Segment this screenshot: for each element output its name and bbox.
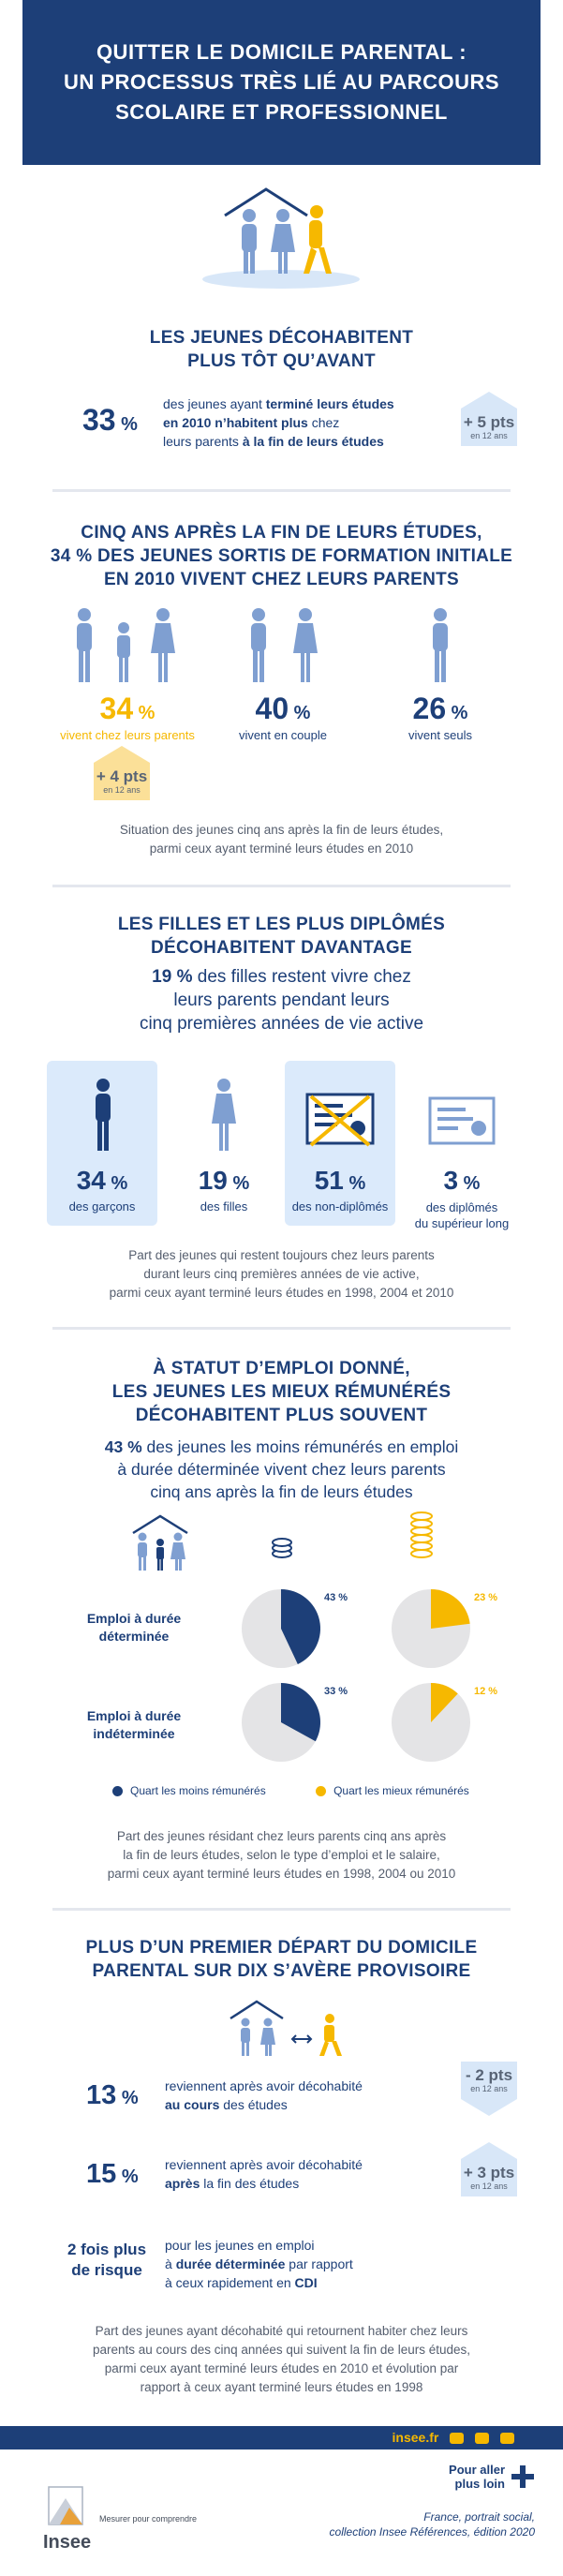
insee-site-link[interactable]: insee.fr	[392, 2430, 439, 2445]
insee-tagline: Mesurer pour comprendre	[99, 2514, 198, 2524]
section5-title: PLUS D’UN PREMIER DÉPART DU DOMICILE PARE…	[85, 1938, 478, 1981]
insee-logo-icon	[48, 2486, 83, 2525]
pie-slice	[281, 1683, 320, 1742]
family-house-icon	[202, 187, 360, 289]
footer-bar: insee.fr	[0, 2426, 563, 2449]
reference-text: France, portrait social, collection Insee…	[329, 2510, 535, 2539]
pie-charts: 43 % 33 % 23 % 12 %	[242, 1589, 497, 1762]
s1-stat: 33 %	[82, 403, 138, 437]
pie-slice	[281, 1589, 320, 1665]
divider	[52, 1327, 511, 1330]
pie-data-label: 33 %	[324, 1686, 348, 1697]
s1-text: des jeunes ayant terminé leurs études en…	[163, 396, 394, 449]
s2-item-couple: 40 % vivent en couple	[239, 692, 327, 742]
diploma-icon	[428, 1096, 496, 1145]
s1-delta-arrow: + 5 pts en 12 ans	[461, 392, 517, 446]
insee-logo-text: Insee	[43, 2532, 92, 2553]
pie-data-label: 43 %	[324, 1592, 348, 1603]
section3-title: LES FILLES ET LES PLUS DIPLÔMÉS DÉCOHABIT…	[117, 915, 446, 958]
s3-item-nodiploma: 51 % des non-diplômés	[291, 1166, 389, 1214]
family-three-icon	[77, 608, 175, 682]
s3-intro: 19 % des filles restent vivre chez leurs…	[139, 967, 424, 1034]
girl-icon	[212, 1079, 236, 1151]
s5-row1-text: reviennent après avoir décohabité au cour…	[165, 2078, 363, 2112]
s5-row2-stat: 15 %	[86, 2159, 139, 2189]
s4-intro: 43 % des jeunes les moins rémunérés en e…	[104, 1437, 459, 1501]
s5-row1-delta-arrow: - 2 pts en 12 ans	[461, 2062, 517, 2116]
page-header: QUITTER LE DOMICILE PARENTAL : UN PROCES…	[22, 0, 541, 165]
legend-item-high: Quart les mieux rémunérés	[316, 1784, 469, 1797]
return-home-icon	[230, 2000, 342, 2056]
s5-risk-text: pour les jeunes en emploi à durée déterm…	[165, 2238, 353, 2290]
s3-note: Part des jeunes qui restent toujours che…	[109, 1248, 454, 1300]
s3-item-girls: 19 % des filles	[198, 1166, 250, 1214]
s5-row2-delta-arrow: + 3 pts en 12 ans	[461, 2142, 517, 2196]
coin-stack-low-icon	[272, 1538, 292, 1558]
s4-legend: Quart les moins rémunérés Quart les mieu…	[112, 1784, 506, 1797]
s2-delta-arrow: + 4 pts en 12 ans	[94, 746, 150, 800]
s3-item-highdiploma: 3 % des diplômés du supérieur long	[414, 1166, 510, 1230]
more-info-link[interactable]: Pour aller plus loin	[449, 2463, 505, 2491]
divider	[52, 1908, 511, 1911]
pie-data-label: 12 %	[474, 1686, 497, 1697]
couple-icon	[251, 608, 318, 682]
section2-title: CINQ ANS APRÈS LA FIN DE LEURS ÉTUDES, 3…	[50, 523, 513, 589]
section4-title: À STATUT D’EMPLOI DONNÉ, LES JEUNES LES M…	[111, 1359, 452, 1425]
s4-row2-label: Emploi à durée indéterminée	[86, 1708, 182, 1741]
s2-item-parents: 34 % vivent chez leurs parents	[60, 692, 195, 742]
crossed-diploma-icon	[305, 1093, 375, 1147]
pie-slice	[431, 1589, 470, 1629]
s5-note: Part des jeunes ayant décohabité qui ret…	[92, 2324, 470, 2394]
s5-risk-big: 2 fois plus de risque	[67, 2241, 147, 2279]
legend-item-low: Quart les moins rémunérés	[112, 1784, 266, 1797]
pie-data-label: 23 %	[474, 1592, 497, 1603]
section1-title: LES JEUNES DÉCOHABITENT PLUS TÔT QU’AVAN…	[149, 328, 414, 371]
s2-note: Situation des jeunes cinq ans après la f…	[119, 823, 444, 856]
s5-row1-stat: 13 %	[86, 2080, 139, 2110]
family-house-small-icon	[132, 1514, 188, 1571]
s2-item-alone: 26 % vivent seuls	[408, 692, 472, 742]
divider	[52, 489, 511, 492]
youtube-icon[interactable]	[475, 2433, 490, 2445]
s3-item-boys: 34 % des garçons	[68, 1166, 136, 1214]
s5-row2-text: reviennent après avoir décohabité après l…	[165, 2157, 363, 2191]
pie-slice	[431, 1683, 458, 1722]
divider	[52, 885, 511, 887]
boy-icon	[96, 1079, 111, 1151]
coin-stack-high-icon	[410, 1511, 433, 1558]
plus-icon[interactable]	[511, 2465, 534, 2488]
page-title: QUITTER LE DOMICILE PARENTAL : UN PROCES…	[63, 40, 500, 124]
linkedin-icon[interactable]	[500, 2433, 514, 2445]
s4-note: Part des jeunes résidant chez leurs pare…	[107, 1829, 456, 1881]
twitter-icon[interactable]	[450, 2433, 465, 2445]
single-person-icon	[433, 608, 448, 682]
s4-row1-label: Emploi à durée déterminée	[86, 1611, 182, 1644]
